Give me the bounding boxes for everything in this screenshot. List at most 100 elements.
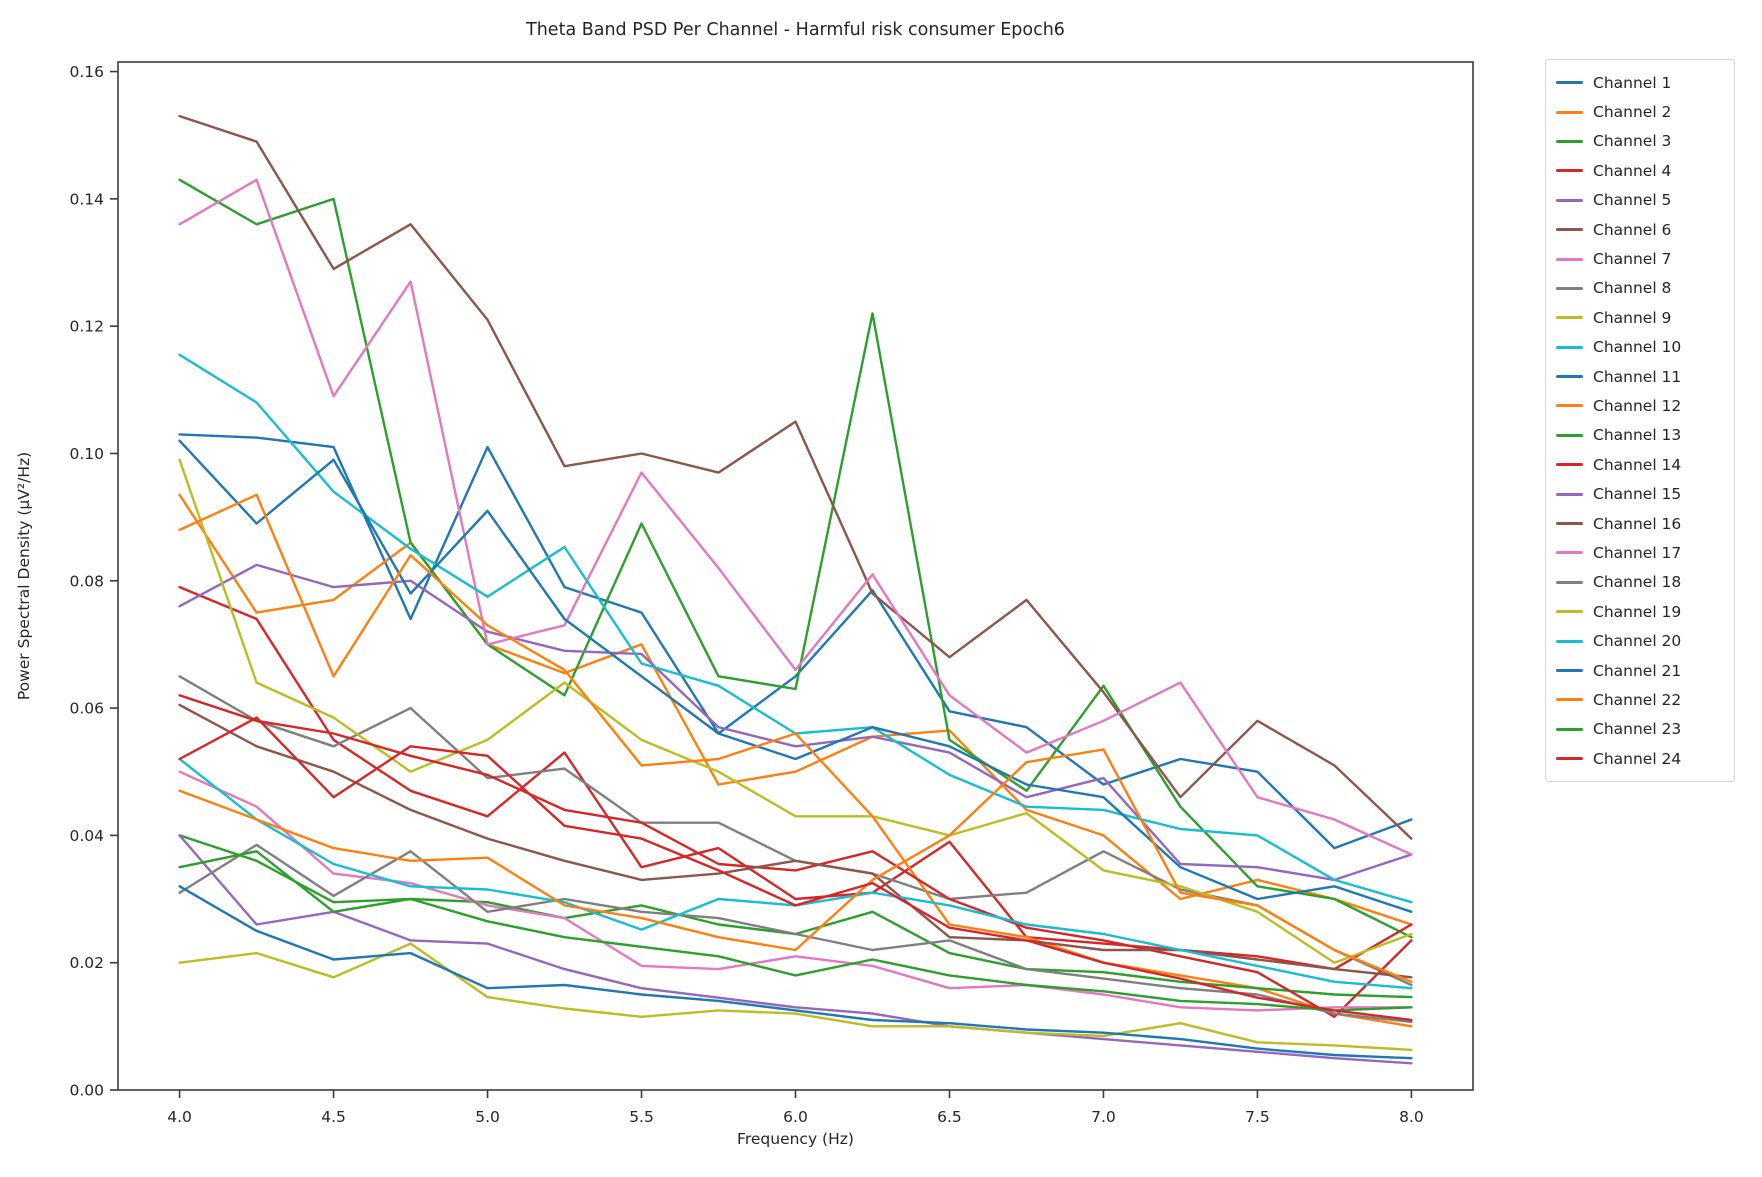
- series-line-channel-18: [178, 843, 1413, 1024]
- legend-item: Channel 14: [1556, 450, 1726, 479]
- legend-item: Channel 12: [1556, 391, 1726, 420]
- series-line-channel-23: [178, 850, 1413, 1012]
- series-line-channel-16: [178, 703, 1413, 979]
- legend-item: Channel 24: [1556, 744, 1726, 773]
- x-tick-label: 7.0: [1091, 1108, 1116, 1126]
- chart-title: Theta Band PSD Per Channel - Harmful ris…: [526, 20, 1065, 40]
- series-line-channel-14: [178, 694, 1413, 1018]
- legend-line-swatch: [1556, 404, 1583, 408]
- legend-label: Channel 7: [1593, 250, 1672, 269]
- legend-line-swatch: [1556, 463, 1583, 467]
- series-line-channel-9: [178, 458, 1413, 964]
- x-tick-label: 4.0: [167, 1108, 192, 1126]
- x-tick-label: 5.5: [629, 1108, 654, 1126]
- legend-item: Channel 7: [1556, 244, 1726, 273]
- y-tick-label: 0.12: [69, 318, 104, 336]
- legend-line-swatch: [1556, 345, 1583, 349]
- legend-label: Channel 2: [1593, 103, 1672, 122]
- legend-label: Channel 12: [1593, 396, 1682, 415]
- y-tick-label: 0.06: [69, 700, 104, 718]
- legend-item: Channel 11: [1556, 362, 1726, 391]
- legend-label: Channel 22: [1593, 690, 1682, 709]
- legend: Channel 1 Channel 2 Channel 3 Channel 4 Chan…: [1545, 59, 1735, 783]
- series-line-channel-22: [178, 748, 1413, 983]
- legend-line-swatch: [1556, 139, 1583, 143]
- series-line-channel-12: [178, 493, 1413, 1028]
- x-tick-label: 5.0: [475, 1108, 500, 1126]
- legend-label: Channel 17: [1593, 543, 1682, 562]
- y-tick-label: 0.02: [69, 954, 104, 972]
- legend-line-swatch: [1556, 169, 1583, 173]
- y-tick-label: 0.00: [69, 1082, 104, 1100]
- legend-label: Channel 15: [1593, 485, 1682, 504]
- legend-line-swatch: [1556, 757, 1583, 761]
- legend-line-swatch: [1556, 610, 1583, 614]
- legend-line-swatch: [1556, 81, 1583, 85]
- legend-label: Channel 8: [1593, 279, 1672, 298]
- legend-line-swatch: [1556, 698, 1583, 702]
- legend-item: Channel 9: [1556, 303, 1726, 332]
- legend-item: Channel 17: [1556, 538, 1726, 567]
- legend-item: Channel 20: [1556, 626, 1726, 655]
- legend-line-swatch: [1556, 727, 1583, 731]
- x-tick-label: 6.5: [937, 1108, 962, 1126]
- y-tick-label: 0.14: [69, 190, 104, 208]
- y-axis-label: Power Spectral Density (μV²/Hz): [15, 451, 33, 701]
- legend-label: Channel 5: [1593, 191, 1672, 210]
- x-axis-label: Frequency (Hz): [737, 1130, 854, 1148]
- legend-item: Channel 2: [1556, 97, 1726, 126]
- legend-line-swatch: [1556, 375, 1583, 379]
- legend-item: Channel 1: [1556, 68, 1726, 97]
- legend-item: Channel 19: [1556, 597, 1726, 626]
- legend-label: Channel 11: [1593, 367, 1682, 386]
- legend-label: Channel 24: [1593, 749, 1682, 768]
- legend-item: Channel 22: [1556, 685, 1726, 714]
- legend-label: Channel 21: [1593, 661, 1682, 680]
- series-line-channel-11: [178, 439, 1413, 913]
- legend-label: Channel 13: [1593, 426, 1682, 445]
- legend-item: Channel 18: [1556, 568, 1726, 597]
- legend-label: Channel 3: [1593, 132, 1672, 151]
- legend-item: Channel 8: [1556, 274, 1726, 303]
- x-tick-label: 8.0: [1399, 1108, 1424, 1126]
- legend-label: Channel 19: [1593, 602, 1682, 621]
- legend-item: Channel 6: [1556, 215, 1726, 244]
- x-tick-label: 4.5: [321, 1108, 346, 1126]
- series-line-channel-8: [178, 675, 1413, 987]
- y-tick-label: 0.04: [69, 827, 104, 845]
- legend-label: Channel 9: [1593, 308, 1672, 327]
- legend-line-swatch: [1556, 433, 1583, 437]
- legend-label: Channel 6: [1593, 220, 1672, 239]
- legend-label: Channel 18: [1593, 573, 1682, 592]
- axes-spines: [117, 61, 1474, 1091]
- legend-line-swatch: [1556, 639, 1583, 643]
- legend-item: Channel 23: [1556, 715, 1726, 744]
- legend-label: Channel 4: [1593, 161, 1672, 180]
- legend-line-swatch: [1556, 110, 1583, 114]
- x-tick-label: 6.0: [783, 1108, 808, 1126]
- series-line-channel-7: [178, 178, 1413, 856]
- series-line-channel-2: [178, 493, 1413, 926]
- y-tick-label: 0.16: [69, 63, 104, 81]
- legend-item: Channel 4: [1556, 156, 1726, 185]
- legend-line-swatch: [1556, 257, 1583, 261]
- legend-line-swatch: [1556, 286, 1583, 290]
- legend-line-swatch: [1556, 316, 1583, 320]
- legend-label: Channel 1: [1593, 73, 1672, 92]
- legend-line-swatch: [1556, 551, 1583, 555]
- legend-item: Channel 3: [1556, 127, 1726, 156]
- legend-label: Channel 14: [1593, 455, 1682, 474]
- y-tick-label: 0.10: [69, 445, 104, 463]
- series-line-channel-5: [178, 563, 1413, 882]
- legend-item: Channel 13: [1556, 421, 1726, 450]
- series-line-channel-24: [178, 716, 1413, 1022]
- legend-item: Channel 15: [1556, 479, 1726, 508]
- legend-line-swatch: [1556, 522, 1583, 526]
- legend-line-swatch: [1556, 228, 1583, 232]
- x-tick-label: 7.5: [1245, 1108, 1270, 1126]
- legend-item: Channel 10: [1556, 333, 1726, 362]
- series-line-channel-15: [178, 834, 1413, 1065]
- legend-line-swatch: [1556, 580, 1583, 584]
